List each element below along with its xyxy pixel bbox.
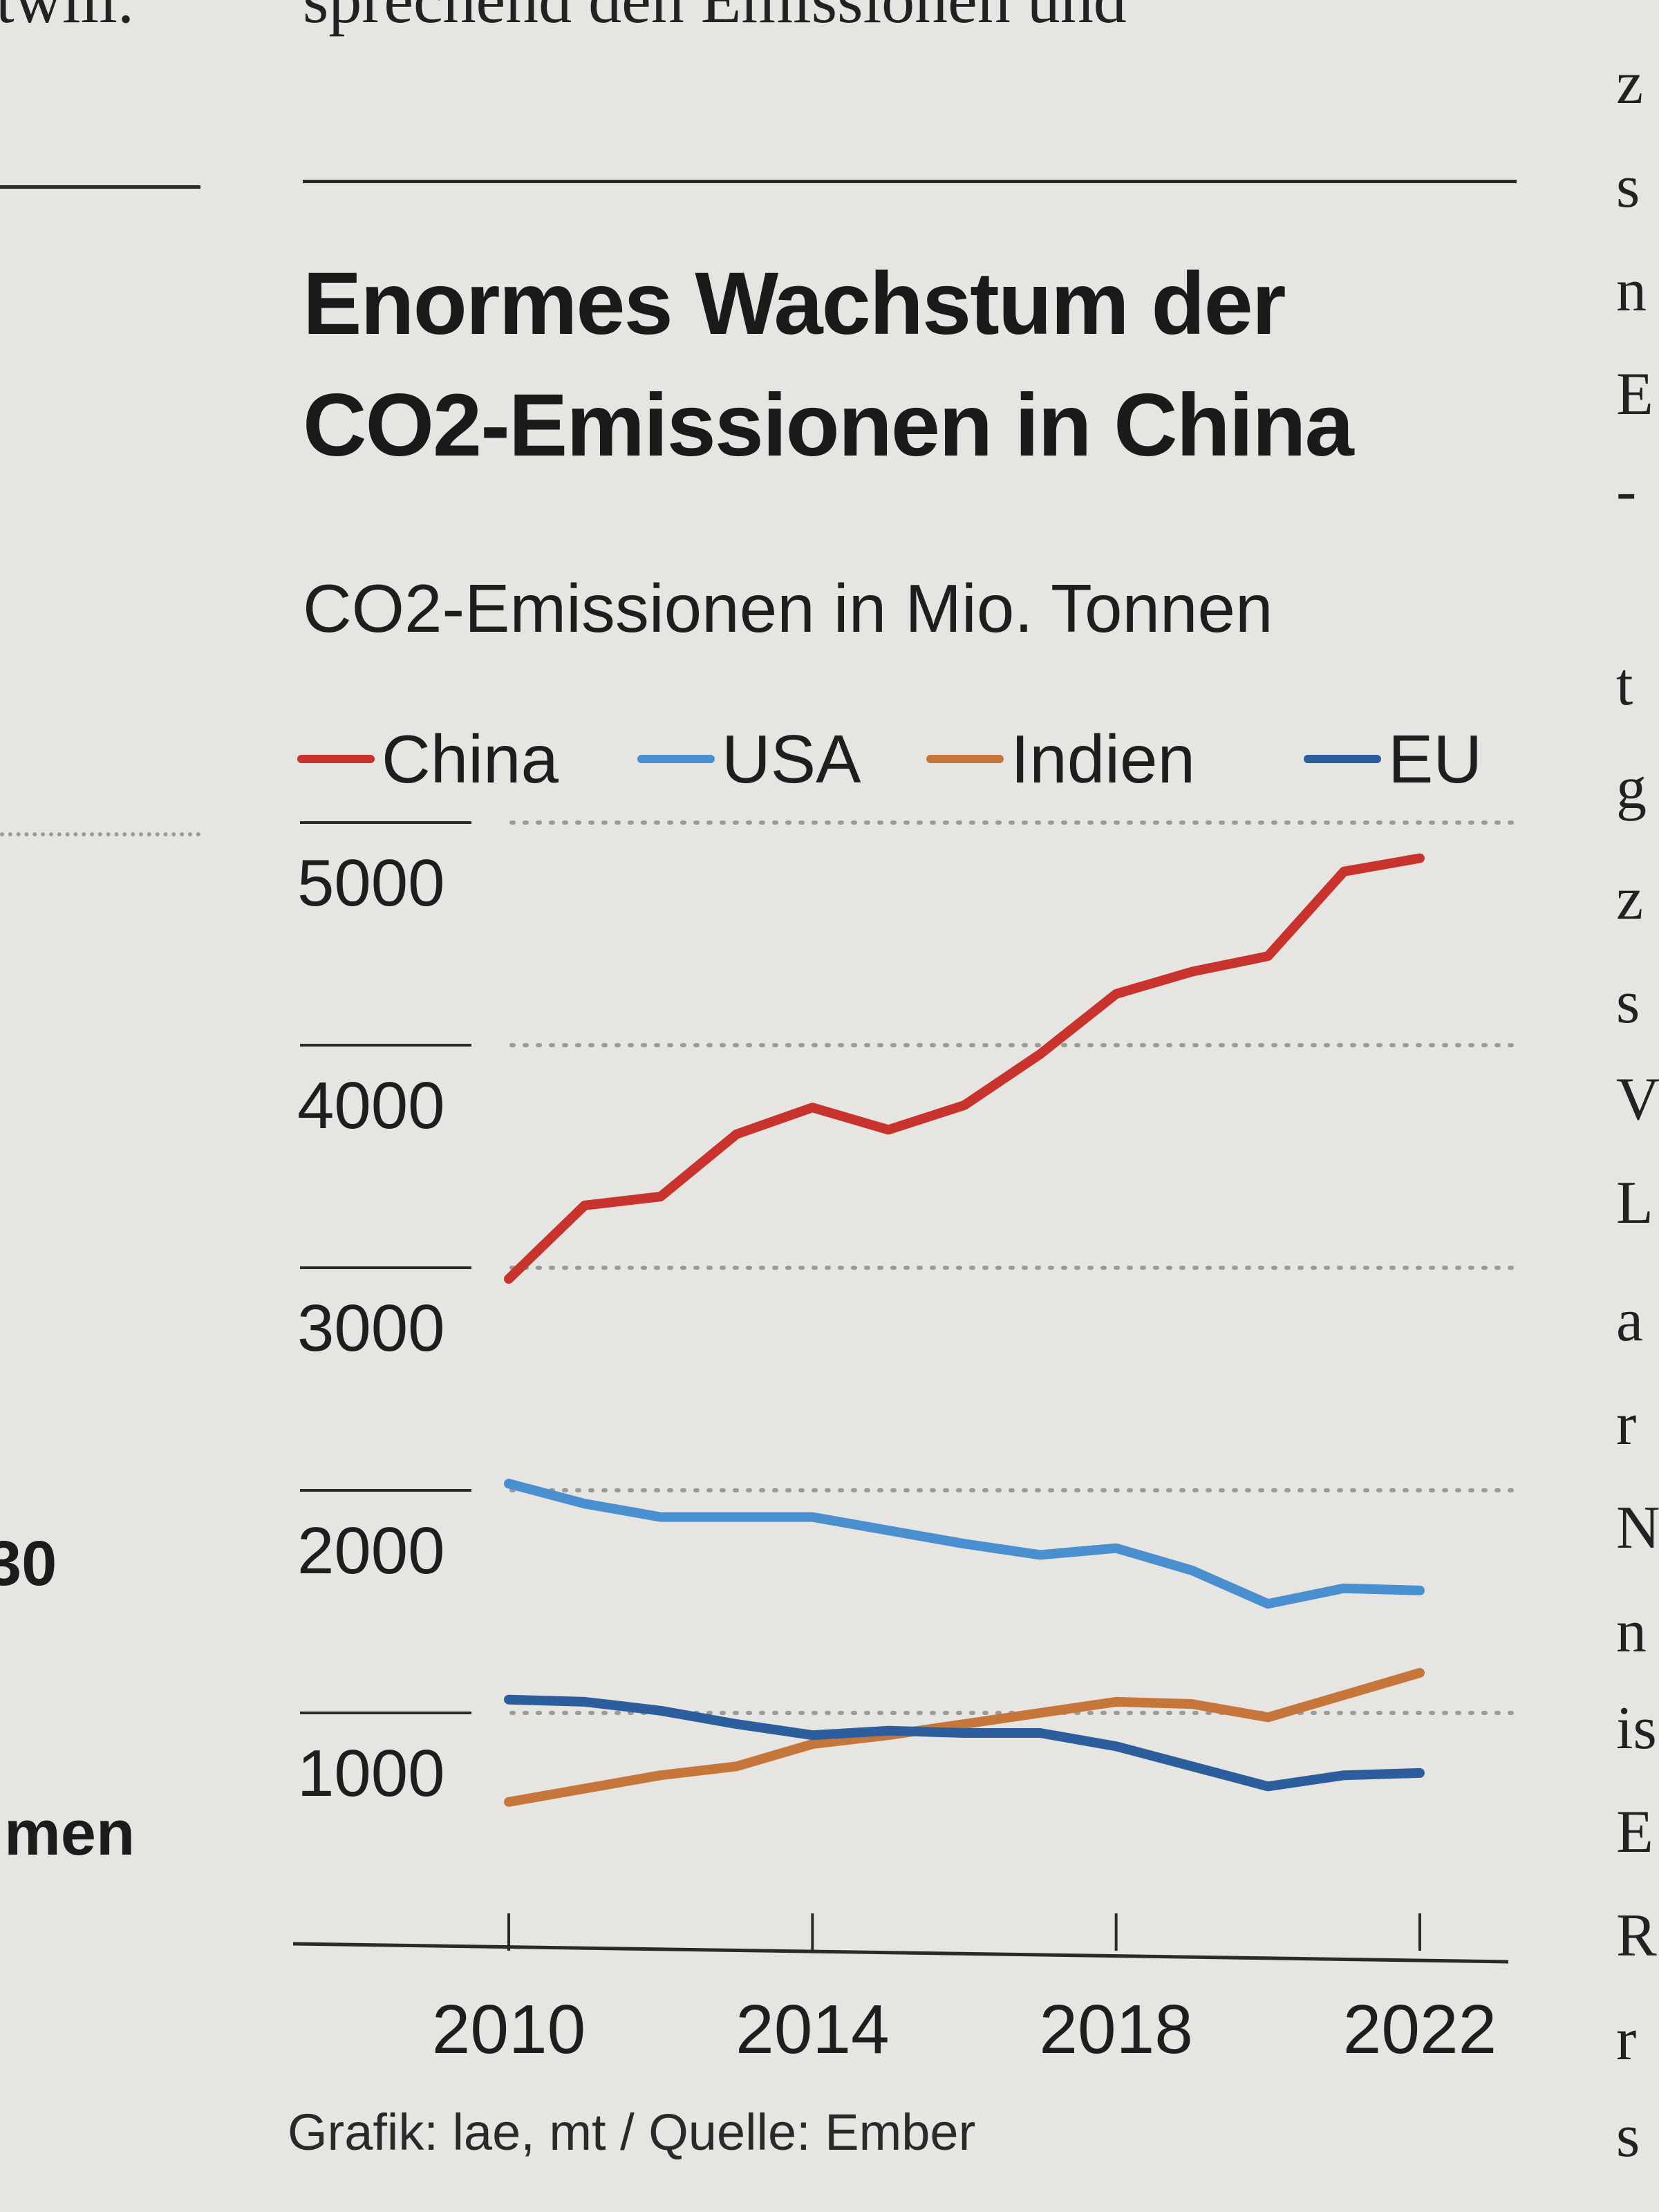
right-column-fragment: E	[1616, 361, 1653, 428]
left-column-dotted-rule	[0, 832, 200, 836]
y-tick-label: 3000	[297, 1291, 445, 1365]
right-column-fragment: t	[1616, 651, 1633, 718]
page-fragment-left-number: 30	[0, 1528, 57, 1599]
right-column-fragment: r	[1616, 1391, 1637, 1458]
right-column-fragment: V	[1616, 1066, 1659, 1133]
right-column-fragment: L	[1616, 1170, 1653, 1237]
right-column-fragment: n	[1616, 1598, 1647, 1665]
right-column-fragment: z	[1616, 50, 1644, 117]
y-tick-label: 1000	[297, 1736, 445, 1810]
y-tick-label: 5000	[297, 846, 445, 920]
legend-label: China	[382, 721, 559, 797]
right-column-fragment: g	[1616, 755, 1647, 822]
legend-label: Indien	[1011, 721, 1195, 797]
right-column-fragment: s	[1616, 153, 1640, 221]
chart-title: Enormes Wachstum der CO2-Emissionen in C…	[303, 254, 1354, 475]
right-column-fragment: n	[1616, 257, 1647, 324]
right-column-fragment: -	[1616, 458, 1637, 525]
right-column-fragment: is	[1616, 1695, 1657, 1762]
right-column-fragment: N	[1616, 1494, 1659, 1562]
right-column-fragment: E	[1616, 1799, 1653, 1866]
header-rule	[303, 180, 1517, 183]
left-column-rule	[0, 185, 200, 189]
series-line-eu	[504, 1694, 1425, 1792]
page-fragment-top-center: sprechend den Emissionen und	[303, 0, 1127, 38]
legend-label: EU	[1388, 721, 1482, 797]
series-line-usa	[504, 1479, 1425, 1609]
page-fragment-left-word: men	[4, 1798, 135, 1868]
y-tick-label: 2000	[297, 1514, 445, 1588]
series-line-china	[504, 853, 1425, 1284]
right-column-fragment: s	[1616, 2103, 1640, 2170]
right-column-fragment: s	[1616, 969, 1640, 1036]
right-column-fragment: z	[1616, 865, 1644, 932]
y-tick-label: 4000	[297, 1069, 445, 1143]
x-tick-label: 2018	[1039, 1991, 1192, 2068]
chart-source: Grafik: lae, mt / Quelle: Ember	[288, 2103, 976, 2161]
x-axis	[292, 1942, 1509, 1964]
x-tick-label: 2014	[735, 1991, 889, 2068]
chart-subtitle: CO2-Emissionen in Mio. Tonnen	[303, 570, 1273, 646]
x-tick-label: 2022	[1343, 1991, 1497, 2068]
right-column-fragment: r	[1616, 2006, 1637, 2073]
right-column-fragment: a	[1616, 1287, 1644, 1354]
x-tick-label: 2010	[432, 1991, 585, 2068]
legend-label: USA	[722, 721, 861, 797]
series-line-indien	[504, 1668, 1425, 1807]
page-fragment-top-left: twill.	[0, 0, 134, 38]
right-column-fragment: R	[1616, 1902, 1657, 1969]
